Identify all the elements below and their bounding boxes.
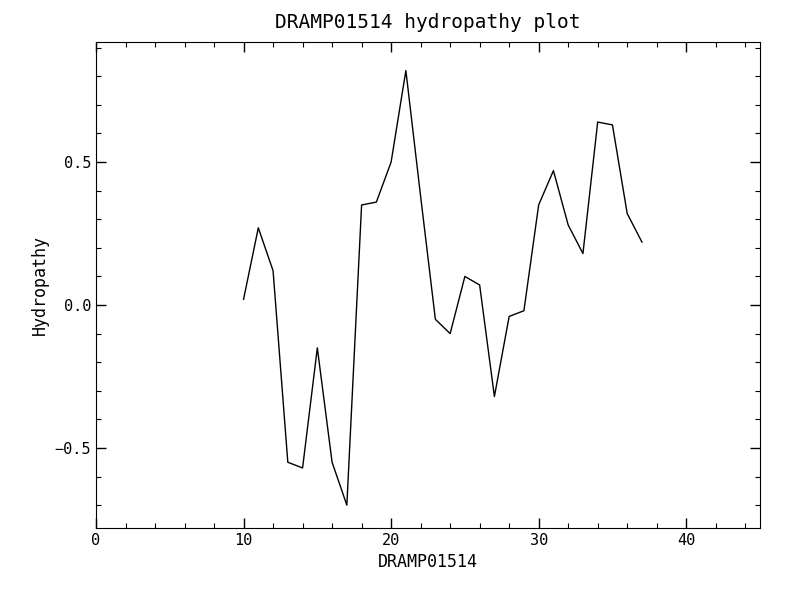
Y-axis label: Hydropathy: Hydropathy xyxy=(31,235,49,335)
X-axis label: DRAMP01514: DRAMP01514 xyxy=(378,553,478,571)
Title: DRAMP01514 hydropathy plot: DRAMP01514 hydropathy plot xyxy=(275,13,581,32)
